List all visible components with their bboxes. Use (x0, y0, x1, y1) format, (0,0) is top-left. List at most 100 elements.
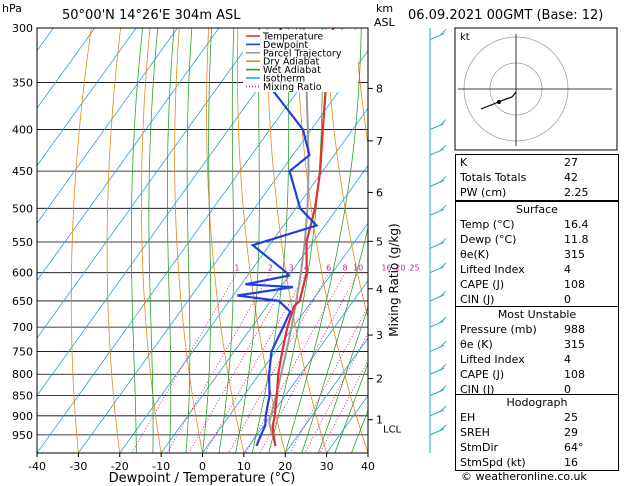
wind-barb-flag (439, 341, 447, 348)
wind-barb (429, 320, 445, 328)
legend-label: Parcel Trajectory (263, 48, 342, 59)
asl-label: ASL (374, 16, 395, 29)
mu-row: Lifted Index 4 (460, 353, 571, 366)
dry-adiabat-line (296, 28, 368, 453)
wind-barb-flag (439, 144, 447, 152)
legend-label: Temperature (262, 32, 323, 43)
mixing-ratio-label: 4 (304, 264, 309, 273)
mixing-ratio-line (228, 272, 330, 453)
pressure-tick-label: 350 (12, 76, 33, 89)
pressure-tick-label: 700 (12, 321, 33, 334)
wind-barb-flag (439, 385, 447, 392)
dry-adiabat-line (141, 28, 162, 453)
km-tick-label: 6 (376, 186, 383, 199)
pressure-tick-label: 950 (12, 429, 33, 442)
isotherm-line (37, 28, 178, 224)
wet-adiabat-line (148, 28, 159, 453)
km-tick-label: 1 (376, 414, 383, 427)
pressure-tick-label: 300 (12, 22, 33, 35)
mixing-ratio-label: 20 (395, 264, 405, 273)
legend-label: Mixing Ratio (263, 82, 322, 93)
index-row-k: K 27 (460, 156, 578, 169)
pressure-unit-label: hPa (2, 2, 22, 15)
mixing-ratio-line (166, 272, 271, 453)
most-unstable-panel: Most Unstable Pressure (mb) 988 θe (K) 315… (455, 306, 619, 398)
isotherm-line (37, 28, 137, 167)
wind-barb (429, 123, 445, 131)
dry-adiabat-line (325, 28, 368, 320)
legend-label: Isotherm (263, 74, 305, 85)
x-axis-label: Dewpoint / Temperature (°C) (109, 471, 296, 486)
wind-barb-flag (439, 405, 447, 413)
km-label: km (376, 2, 394, 15)
isotherm-line (160, 164, 368, 453)
pressure-tick-label: 550 (12, 236, 33, 249)
dry-adiabat-line (106, 28, 121, 453)
km-tick-label: 3 (376, 329, 383, 342)
wind-barb-flag (439, 316, 447, 324)
surface-panel: Surface Temp (°C) 16.4 Dewp (°C) 11.8 θe(K… (455, 201, 619, 308)
surface-row: CAPE (J) 108 (460, 278, 585, 291)
wind-barb-flag (439, 424, 447, 432)
mixing-ratio-line (319, 359, 368, 453)
x-tick-label: 10 (237, 460, 251, 473)
indices-panel: K 27 Totals Totals 42 PW (cm) 2.25 (455, 154, 619, 201)
wind-barb-flag (439, 363, 447, 371)
wind-barb-flag (439, 290, 447, 298)
most-unstable-title: Most Unstable (497, 308, 577, 321)
wind-barb-flag (439, 29, 447, 36)
wind-barb (429, 148, 445, 156)
wind-barb-flag (439, 176, 447, 183)
pressure-tick-label: 800 (12, 368, 33, 381)
mixing-ratio-label: 1 (234, 264, 239, 273)
wind-barb (429, 367, 445, 375)
mu-row: θe (K) 315 (460, 338, 585, 351)
wind-barb (429, 409, 445, 417)
pressure-tick-label: 450 (12, 165, 33, 178)
wind-barb (429, 33, 445, 41)
hodo-row: StmDir 64° (460, 441, 584, 454)
legend-label: Dry Adiabat (263, 57, 320, 68)
km-tick-label: 7 (376, 135, 383, 148)
x-tick-label: 30 (320, 460, 334, 473)
pressure-tick-label: 900 (12, 410, 33, 423)
wind-barb (429, 241, 445, 249)
wet-adiabat-line (301, 226, 368, 453)
wind-barb (429, 344, 445, 352)
x-tick-label: 20 (278, 460, 292, 473)
mixing-ratio-label: 25 (409, 264, 419, 273)
x-tick-label: -20 (111, 460, 129, 473)
dry-adiabat-line (266, 28, 327, 453)
km-tick-label: 2 (376, 373, 383, 386)
pressure-tick-label: 400 (12, 124, 33, 137)
hodograph-panel: Hodograph EH 25 SREH 29 StmDir 64° StmSpd (… (455, 394, 619, 471)
mixing-ratio-label: 2 (268, 264, 273, 273)
isotherm-line (37, 28, 261, 339)
surface-row: CIN (J) 0 (460, 293, 571, 306)
wind-barb (429, 266, 445, 274)
surface-row: Lifted Index 4 (460, 263, 571, 276)
mixing-ratio-line (245, 272, 346, 453)
mixing-ratio-label: 6 (326, 264, 331, 273)
credit-footer: © weatheronline.co.uk (461, 470, 587, 483)
pressure-tick-label: 500 (12, 202, 33, 215)
wind-barb-flag (439, 262, 447, 270)
wet-adiabat-line (334, 362, 368, 453)
wet-adiabat-line (318, 305, 368, 453)
legend-box (243, 30, 358, 92)
mixing-ratio-axis-label: Mixing Ratio (g/kg) (387, 223, 401, 336)
dry-adiabat-line (619, 28, 629, 453)
wet-adiabat-line (218, 28, 235, 453)
wind-barb (429, 208, 445, 216)
pressure-tick-label: 600 (12, 267, 33, 280)
isotherm-line (78, 50, 368, 453)
wet-adiabat-line (185, 28, 193, 453)
km-tick-label: 4 (376, 283, 383, 296)
hodograph-unit-label: kt (460, 32, 470, 43)
mixing-ratio-line (204, 272, 307, 453)
mixing-ratio-label: 3 (289, 264, 294, 273)
surface-row: Temp (°C) 16.4 (460, 218, 589, 231)
mixing-ratio-label: 8 (343, 264, 348, 273)
dry-adiabat-line (174, 28, 203, 453)
hodo-row: EH 25 (460, 411, 578, 424)
